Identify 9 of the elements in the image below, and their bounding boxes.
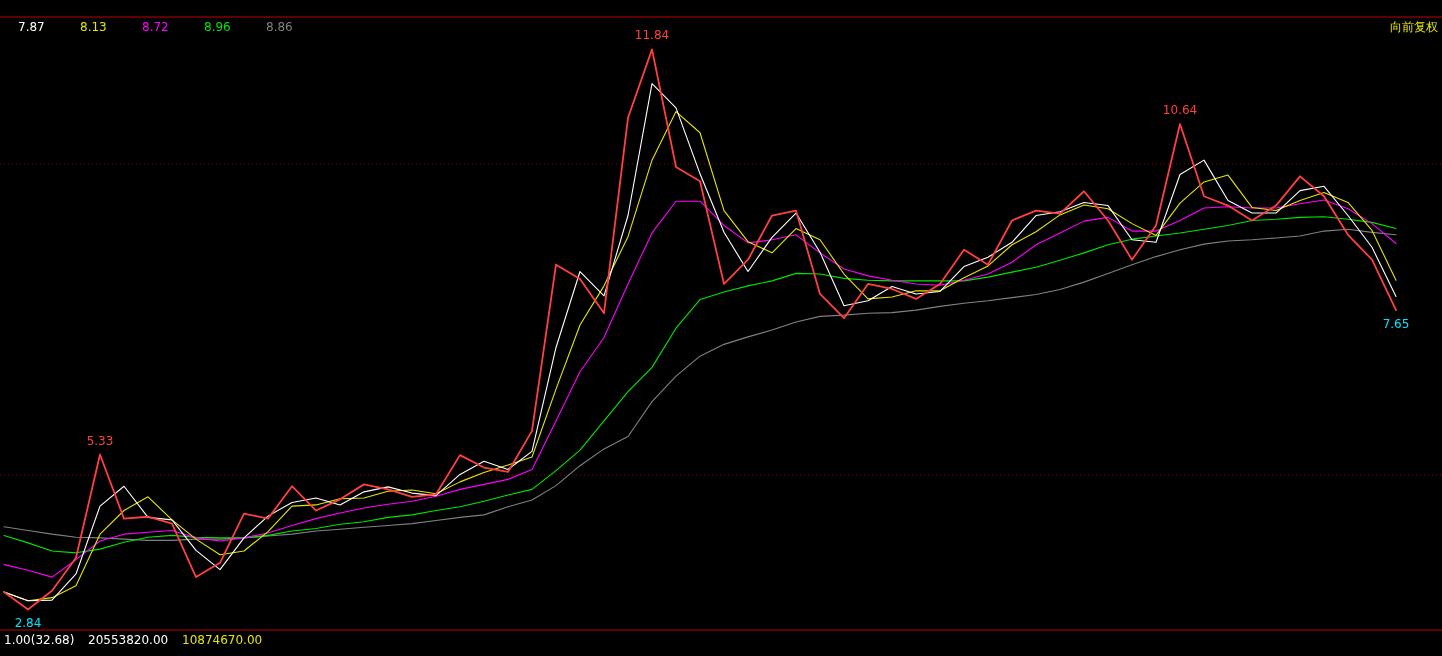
legend: 7.87 <box>18 20 45 34</box>
legend: 8.72 <box>142 20 169 34</box>
annotation: 向前复权 <box>1390 20 1438 34</box>
legend: 8.96 <box>204 20 231 34</box>
legend: 8.86 <box>266 20 293 34</box>
annotation: 1.00(32.68) <box>4 633 75 647</box>
annotation: 20553820.00 <box>88 633 169 647</box>
legend: 8.13 <box>80 20 107 34</box>
annotation: 10874670.00 <box>182 633 263 647</box>
